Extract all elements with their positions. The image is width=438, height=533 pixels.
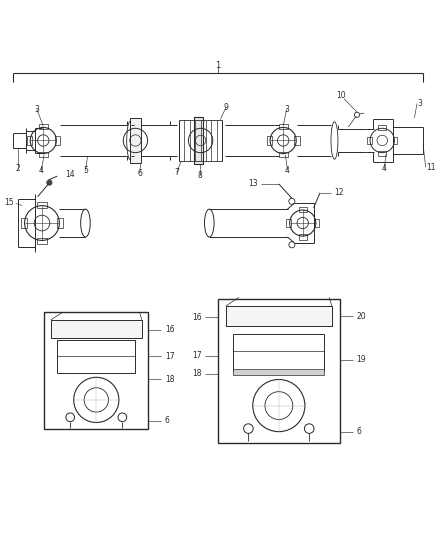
Bar [393, 136, 397, 144]
Text: 3: 3 [417, 99, 422, 108]
Bar [233, 369, 325, 375]
Text: 1: 1 [215, 61, 221, 70]
Bar [27, 136, 32, 145]
Text: 17: 17 [192, 351, 201, 360]
Text: 7: 7 [174, 168, 179, 177]
Circle shape [47, 180, 52, 185]
Text: 11: 11 [426, 163, 435, 172]
Text: 13: 13 [248, 180, 258, 189]
Bar [130, 118, 141, 163]
Text: 18: 18 [192, 369, 201, 378]
Bar [226, 306, 332, 326]
Bar [279, 124, 287, 129]
Text: 4: 4 [39, 166, 43, 175]
Text: 2: 2 [16, 164, 21, 173]
Text: 12: 12 [335, 188, 344, 197]
Bar [378, 151, 386, 156]
Bar [37, 202, 47, 208]
Text: 18: 18 [165, 375, 174, 384]
Text: 9: 9 [223, 103, 228, 112]
Text: 3: 3 [284, 104, 289, 114]
Bar [294, 136, 300, 145]
Text: 8: 8 [198, 171, 202, 180]
Bar [37, 238, 47, 244]
Text: 6: 6 [165, 416, 170, 425]
Text: 4: 4 [382, 164, 387, 173]
Bar [314, 219, 319, 227]
Text: 19: 19 [356, 356, 366, 365]
Bar [286, 219, 291, 227]
Text: 16: 16 [165, 325, 175, 334]
Bar [279, 152, 287, 157]
Bar [378, 125, 386, 130]
Bar [51, 320, 142, 338]
Text: 20: 20 [356, 312, 366, 321]
Text: 14: 14 [65, 170, 74, 179]
Text: 3: 3 [34, 104, 39, 114]
Bar [39, 152, 48, 157]
Bar [299, 206, 307, 212]
Bar [44, 312, 148, 430]
Text: 17: 17 [165, 352, 175, 361]
Text: 10: 10 [336, 91, 345, 100]
Text: 16: 16 [192, 313, 201, 322]
Bar [218, 299, 339, 442]
Bar [21, 218, 27, 228]
Text: 4: 4 [285, 166, 290, 174]
Bar [267, 136, 272, 145]
Bar [299, 235, 307, 239]
Text: 6: 6 [356, 427, 361, 436]
Text: 5: 5 [83, 166, 88, 175]
Text: 6: 6 [138, 168, 142, 177]
Bar [55, 136, 60, 145]
Bar [39, 124, 48, 129]
Bar [194, 117, 203, 164]
Bar [367, 136, 372, 144]
Bar [233, 334, 325, 371]
Text: 15: 15 [4, 198, 14, 207]
Bar [57, 218, 63, 228]
Bar [57, 341, 135, 373]
